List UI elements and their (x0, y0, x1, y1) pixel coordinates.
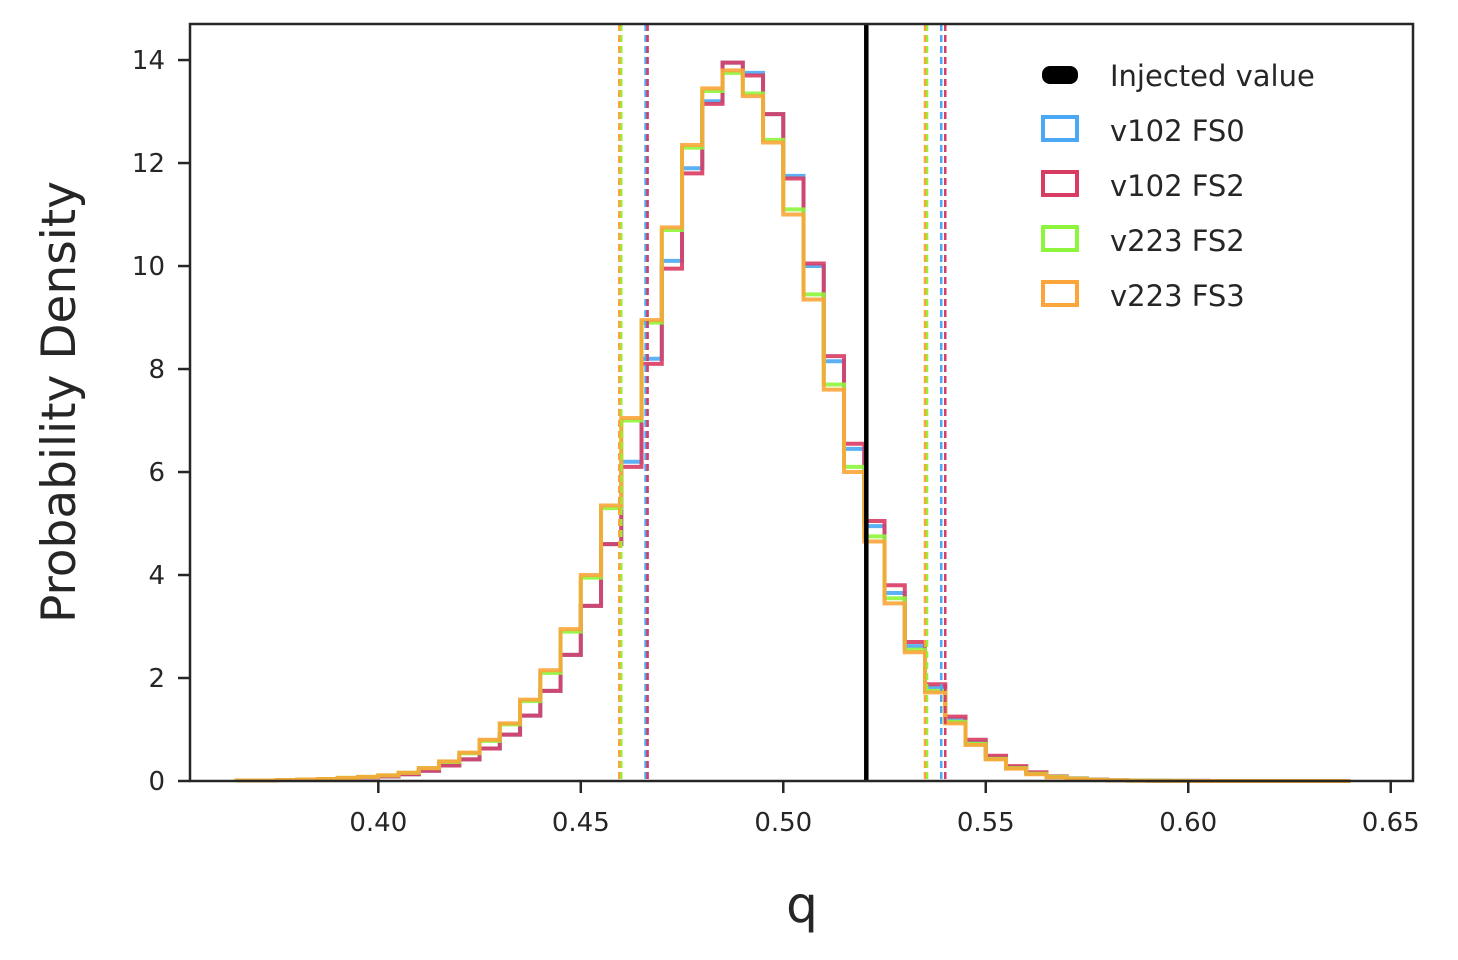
y-tick-label: 10 (132, 252, 165, 282)
x-tick-label: 0.55 (957, 808, 1015, 838)
legend-label-injected: Injected value (1110, 59, 1315, 93)
legend-swatch-v102-fs2 (1041, 170, 1079, 197)
legend-entry-v223-fs2: v223 FS2 (1041, 224, 1245, 258)
legend-label-v223-fs2: v223 FS2 (1110, 224, 1245, 258)
legend-entry-v102-fs0: v102 FS0 (1041, 114, 1245, 148)
legend-entry-injected: Injected value (1042, 59, 1315, 93)
x-tick-label: 0.45 (552, 808, 610, 838)
axes-frame (188, 22, 1415, 783)
legend: Injected value v102 FS0 v102 FS2 v223 FS… (1041, 59, 1315, 313)
y-tick-label: 4 (148, 561, 165, 591)
legend-entry-v223-fs3: v223 FS3 (1041, 279, 1245, 313)
legend-swatch-v223-fs3 (1041, 280, 1079, 307)
y-tick-label: 6 (148, 458, 165, 488)
y-tick-label: 8 (148, 355, 165, 385)
x-tick-label: 0.50 (754, 808, 812, 838)
y-tick-label: 2 (148, 664, 165, 694)
credible-interval-lines (618, 24, 947, 781)
y-tick-label: 12 (132, 149, 165, 179)
x-tick-label: 0.65 (1362, 808, 1420, 838)
x-axis-ticks: 0.40 0.45 0.50 0.55 0.60 0.65 (349, 781, 1420, 838)
y-tick-label: 0 (148, 767, 165, 797)
x-tick-label: 0.40 (349, 808, 407, 838)
legend-entry-v102-fs2: v102 FS2 (1041, 169, 1245, 203)
legend-swatch-v223-fs2 (1041, 225, 1079, 252)
legend-label-v223-fs3: v223 FS3 (1110, 279, 1245, 313)
legend-label-v102-fs0: v102 FS0 (1110, 114, 1245, 148)
legend-label-v102-fs2: v102 FS2 (1110, 169, 1245, 203)
x-tick-label: 0.60 (1159, 808, 1217, 838)
y-axis-ticks: 0 2 4 6 8 10 12 14 (132, 46, 190, 797)
legend-swatch-injected (1042, 66, 1078, 84)
y-axis-title: Probability Density (32, 181, 87, 623)
x-axis-title: q (786, 876, 818, 934)
y-tick-label: 14 (132, 46, 165, 76)
legend-swatch-v102-fs0 (1041, 115, 1079, 142)
